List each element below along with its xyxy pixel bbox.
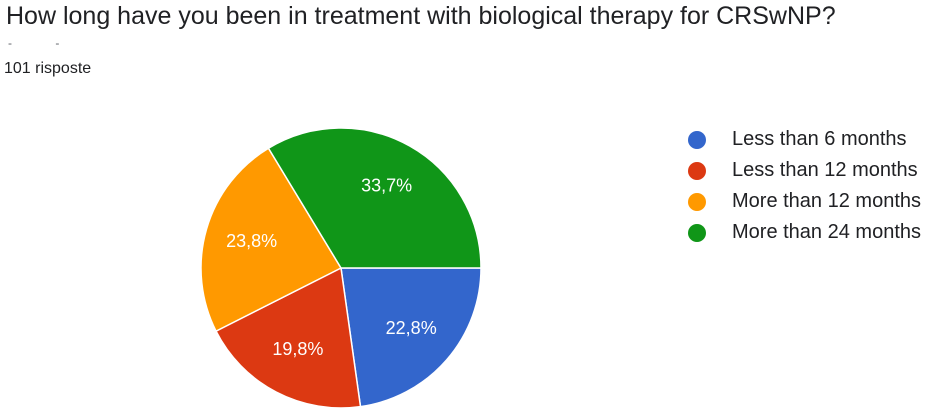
legend-label: Less than 6 months [732, 128, 907, 150]
legend-item-more-than-24-months[interactable]: More than 24 months [688, 217, 921, 248]
pie-slice-more-than-12-months[interactable] [200, 147, 343, 333]
slice-label-more-than-12-months: 23,8% [226, 231, 277, 251]
pie-slice-less-than-12-months[interactable] [215, 266, 362, 409]
chart-title: How long have you been in treatment with… [6, 2, 836, 30]
legend-label: More than 12 months [732, 190, 921, 212]
pie-slice-more-than-24-months[interactable] [267, 127, 482, 269]
legend-swatch-icon [688, 223, 706, 242]
slice-label-more-than-24-months: 33,7% [361, 176, 412, 196]
slice-label-less-than-12-months: 19,8% [272, 339, 323, 359]
header-dashes: - - [8, 36, 80, 50]
chart-legend: Less than 6 months Less than 12 months Mor… [688, 124, 921, 248]
legend-item-less-than-12-months[interactable]: Less than 12 months [688, 155, 921, 186]
legend-swatch-icon [688, 130, 706, 149]
legend-swatch-icon [688, 161, 706, 180]
slice-label-less-than-6-months: 22,8% [386, 318, 437, 338]
response-count: 101 risposte [4, 60, 92, 77]
pie-slices [200, 127, 482, 409]
legend-label: Less than 12 months [732, 159, 918, 181]
legend-label: More than 24 months [732, 221, 921, 243]
legend-item-less-than-6-months[interactable]: Less than 6 months [688, 124, 921, 155]
pie-slice-labels: 22,8% 19,8% 23,8% 33,7% [226, 176, 437, 359]
legend-swatch-icon [688, 192, 706, 211]
pie-slice-less-than-6-months[interactable] [340, 267, 482, 408]
legend-item-more-than-12-months[interactable]: More than 12 months [688, 186, 921, 217]
